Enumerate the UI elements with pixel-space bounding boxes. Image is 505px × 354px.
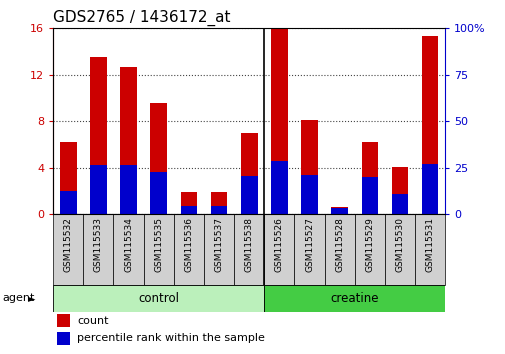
Text: GSM115538: GSM115538	[244, 217, 253, 272]
Bar	[294, 214, 324, 285]
Bar	[240, 176, 257, 214]
Bar	[53, 214, 83, 285]
Text: GSM115533: GSM115533	[94, 217, 103, 272]
Bar	[264, 285, 444, 312]
Bar	[361, 177, 377, 214]
Bar	[331, 207, 347, 214]
Text: GSM115526: GSM115526	[274, 217, 283, 272]
Bar	[53, 285, 264, 312]
Bar	[180, 206, 197, 214]
Bar	[120, 165, 136, 214]
Bar	[83, 214, 113, 285]
Bar	[60, 191, 76, 214]
Text: GSM115531: GSM115531	[425, 217, 434, 272]
Bar	[421, 164, 438, 214]
Bar	[331, 209, 347, 214]
Text: GSM115532: GSM115532	[64, 217, 73, 272]
Bar	[143, 214, 173, 285]
Text: creatine: creatine	[330, 292, 378, 305]
Bar	[204, 214, 234, 285]
Bar	[391, 166, 408, 214]
Bar	[120, 67, 136, 214]
Bar	[150, 172, 167, 214]
Text: GSM115530: GSM115530	[395, 217, 403, 272]
Bar	[324, 214, 354, 285]
Text: GSM115528: GSM115528	[334, 217, 343, 272]
Text: GSM115529: GSM115529	[365, 217, 374, 272]
Bar	[240, 133, 257, 214]
Bar	[354, 214, 384, 285]
Text: GSM115536: GSM115536	[184, 217, 193, 272]
Text: GSM115537: GSM115537	[214, 217, 223, 272]
Text: agent: agent	[3, 293, 35, 303]
Bar	[264, 214, 294, 285]
Text: count: count	[77, 316, 109, 326]
Bar	[421, 36, 438, 214]
Bar	[300, 120, 317, 214]
Bar	[391, 194, 408, 214]
Text: GDS2765 / 1436172_at: GDS2765 / 1436172_at	[53, 9, 230, 25]
Bar	[384, 214, 414, 285]
Bar	[271, 161, 287, 214]
Text: GSM115535: GSM115535	[154, 217, 163, 272]
Bar	[173, 214, 204, 285]
Bar	[57, 332, 70, 345]
Bar	[210, 192, 227, 214]
Text: percentile rank within the sample: percentile rank within the sample	[77, 333, 265, 343]
Bar	[180, 192, 197, 214]
Text: ►: ►	[28, 293, 35, 303]
Bar	[271, 28, 287, 214]
Bar	[300, 175, 317, 214]
Text: GSM115534: GSM115534	[124, 217, 133, 272]
Bar	[90, 165, 107, 214]
Bar	[210, 206, 227, 214]
Bar	[150, 103, 167, 214]
Text: control: control	[138, 292, 179, 305]
Bar	[113, 214, 143, 285]
Text: GSM115527: GSM115527	[305, 217, 314, 272]
Bar	[57, 314, 70, 327]
Bar	[361, 142, 377, 214]
Bar	[234, 214, 264, 285]
Bar	[60, 142, 76, 214]
Bar	[90, 57, 107, 214]
Bar	[414, 214, 444, 285]
